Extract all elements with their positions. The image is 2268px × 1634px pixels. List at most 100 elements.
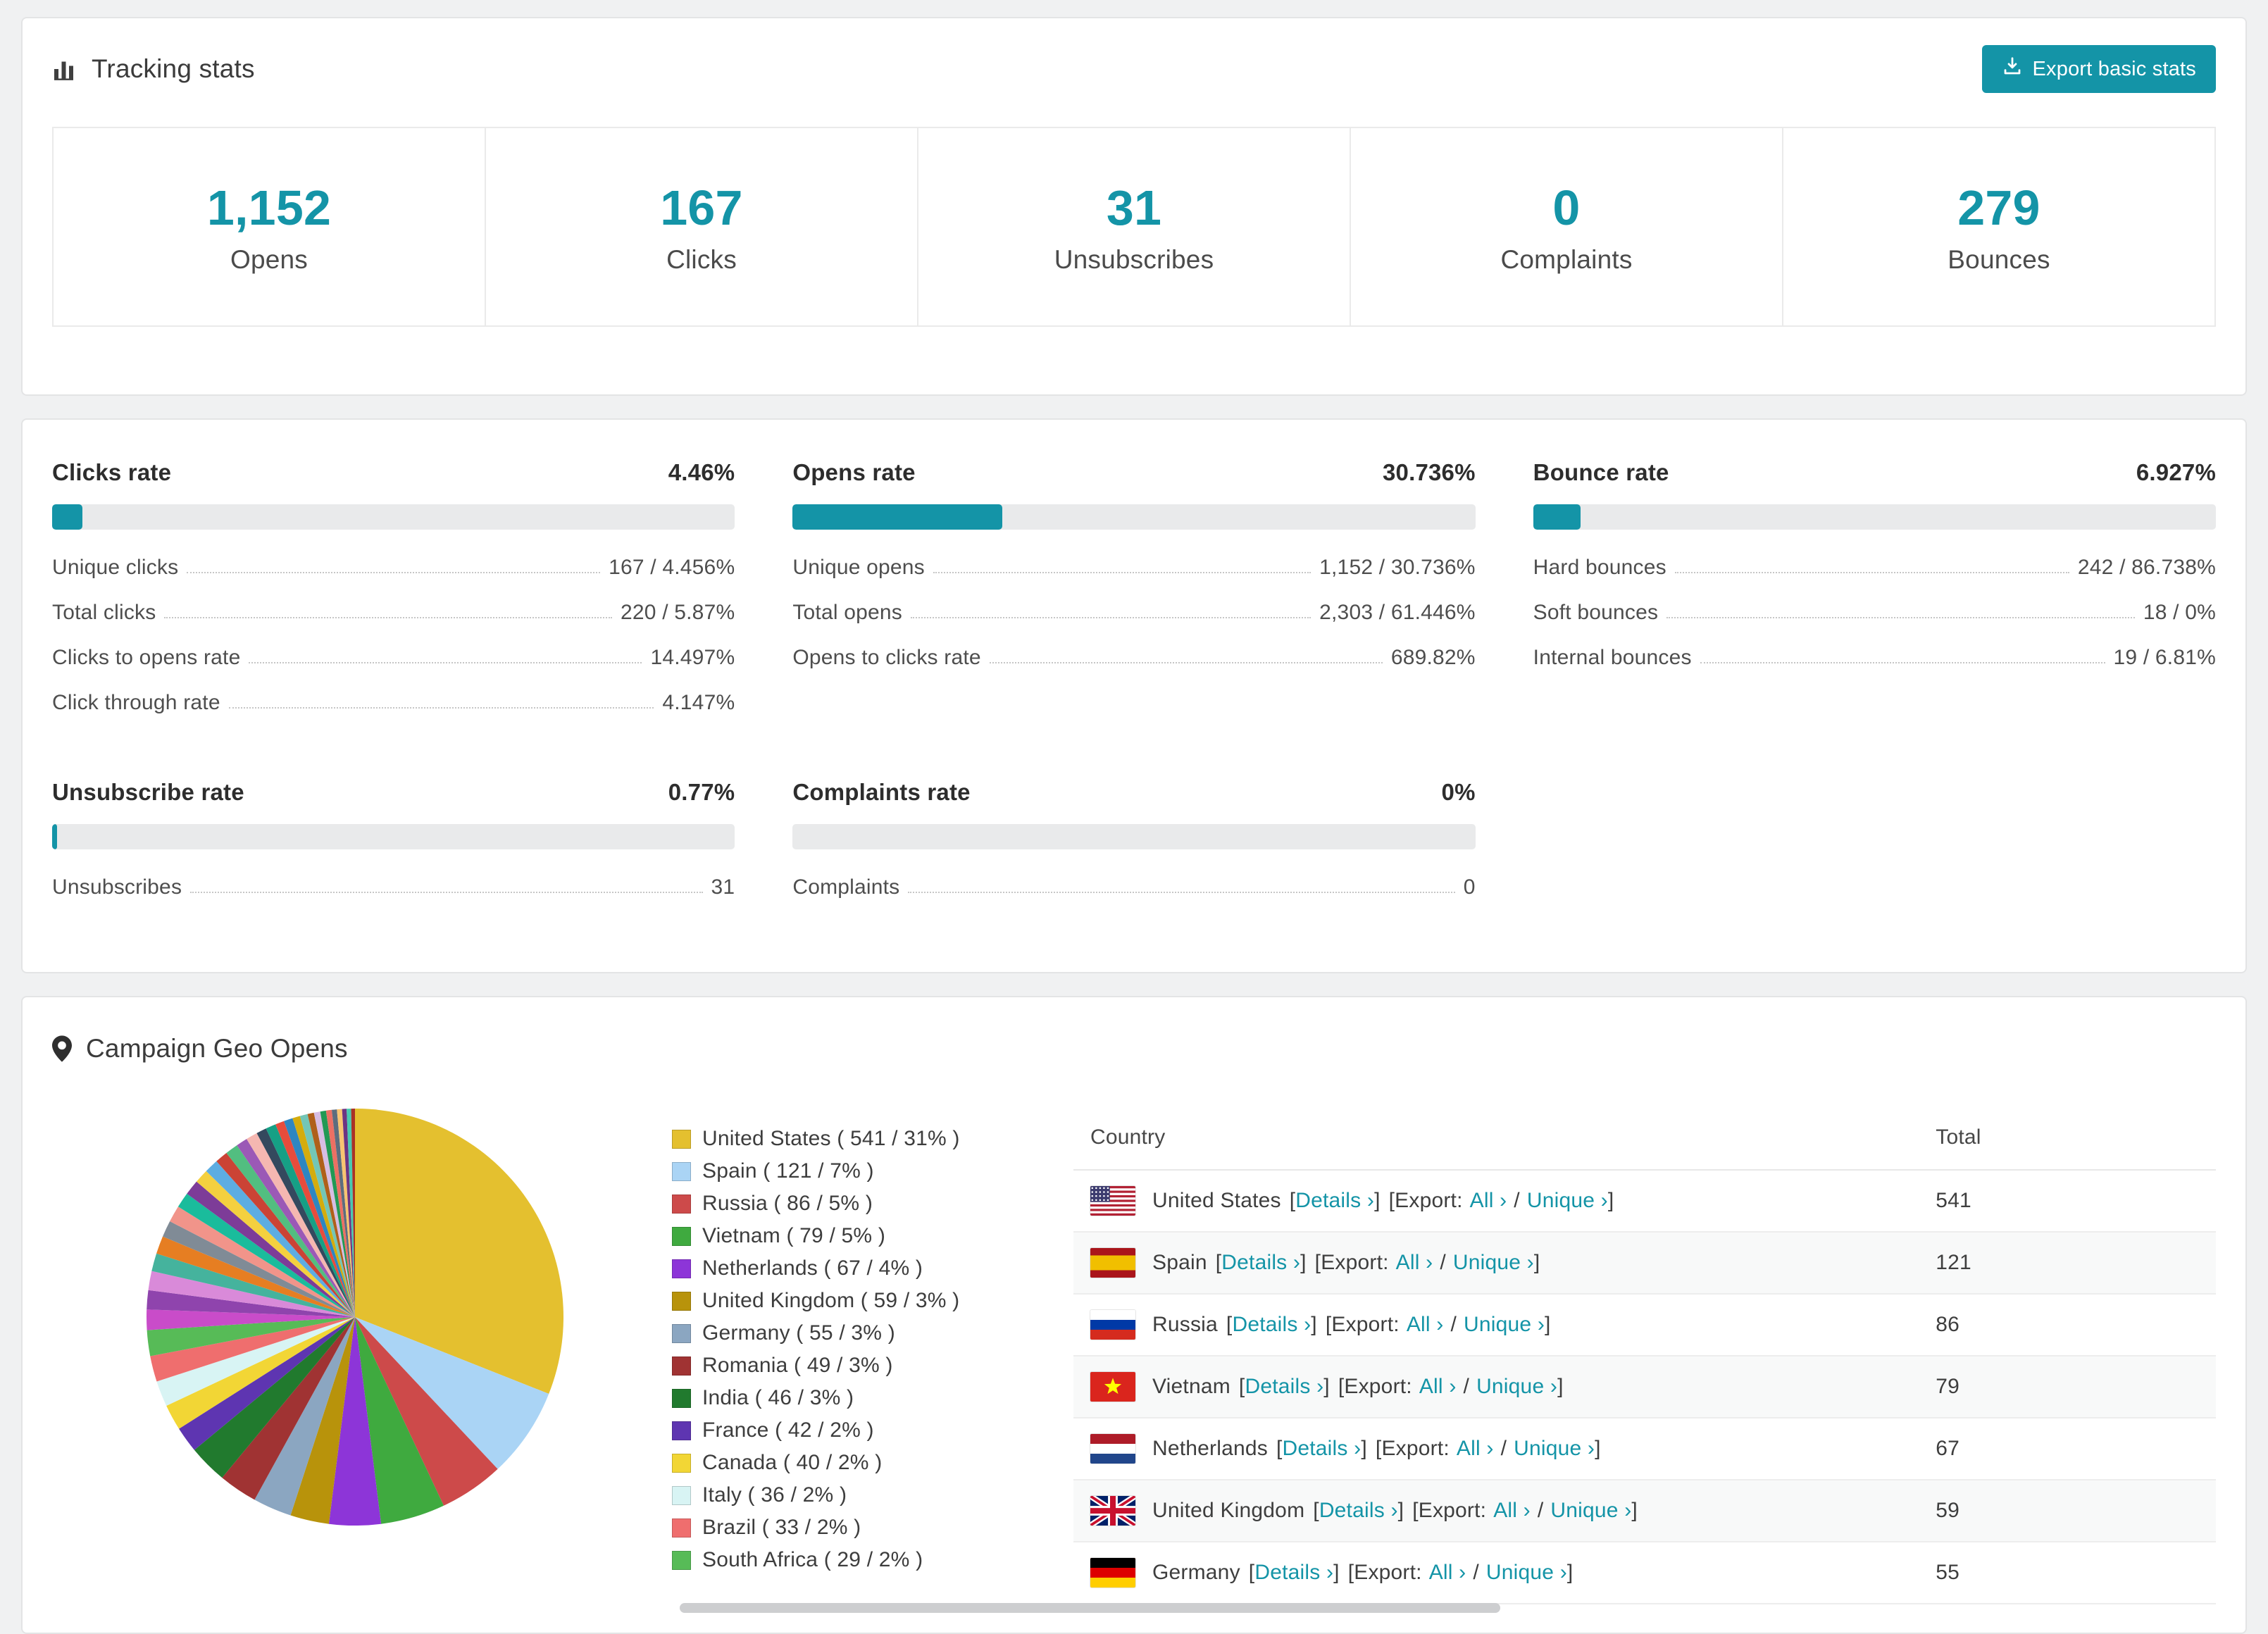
geo-table-row: Germany[Details ›][Export:All ›/Unique ›… [1073,1542,2216,1604]
legend-item[interactable]: Romania ( 49 / 3% ) [672,1349,1003,1382]
rate-head: Bounce rate 6.927% [1533,459,2216,486]
rate-rows: Unique opens 1,152 / 30.736% Total opens… [792,545,1475,680]
rate-stat-value: 167 / 4.456% [609,556,735,580]
legend-item[interactable]: United Kingdom ( 59 / 3% ) [672,1285,1003,1317]
legend-color-swatch [672,1551,691,1570]
legend-color-swatch [672,1389,691,1408]
export-prefix-label: Export: [1419,1499,1486,1522]
details-link[interactable]: Details › [1319,1499,1398,1522]
rate-stat-value: 689.82% [1391,646,1476,670]
details-link[interactable]: Details › [1295,1189,1374,1212]
legend-item[interactable]: Netherlands ( 67 / 4% ) [672,1252,1003,1285]
country-total: 86 [1919,1294,2216,1356]
geo-content: United States ( 541 / 31% ) Spain ( 121 … [52,1106,2216,1604]
rates-card: Clicks rate 4.46% Unique clicks 167 / 4.… [21,418,2247,973]
rate-rows: Unsubscribes 31 [52,865,735,910]
legend-item[interactable]: South Africa ( 29 / 2% ) [672,1544,1003,1576]
legend-item[interactable]: France ( 42 / 2% ) [672,1414,1003,1447]
summary-stat-label: Complaints [1351,245,1782,275]
legend-item[interactable]: Russia ( 86 / 5% ) [672,1187,1003,1220]
country-cell: Vietnam[Details ›][Export:All ›/Unique ›… [1073,1356,1919,1418]
summary-stat-value: 279 [1783,183,2214,232]
open-bracket: [ [1216,1251,1222,1274]
export-unique-link[interactable]: Unique › [1464,1313,1545,1336]
export-unique-link[interactable]: Unique › [1514,1437,1595,1460]
export-unique-link[interactable]: Unique › [1527,1189,1608,1212]
separator: / [1538,1499,1544,1522]
rate-progress-fill [1533,504,1581,530]
legend-color-swatch [672,1518,691,1538]
geo-table-row: Netherlands[Details ›][Export:All ›/Uniq… [1073,1418,2216,1480]
export-all-link[interactable]: All › [1470,1189,1507,1212]
export-unique-link[interactable]: Unique › [1476,1375,1557,1398]
legend-label: Italy ( 36 / 2% ) [702,1483,847,1507]
country-cell: Spain[Details ›][Export:All ›/Unique ›] [1073,1232,1919,1294]
legend-item[interactable]: United States ( 541 / 31% ) [672,1123,1003,1155]
summary-stat-value: 167 [486,183,917,232]
rate-progress-track [52,824,735,849]
legend-label: Russia ( 86 / 5% ) [702,1192,873,1216]
details-link[interactable]: Details › [1283,1437,1362,1460]
details-link[interactable]: Details › [1221,1251,1300,1274]
export-all-link[interactable]: All › [1457,1437,1494,1460]
close-bracket: ] [1333,1561,1340,1584]
rate-stat-label: Click through rate [52,691,220,715]
rate-title: Clicks rate [52,459,171,486]
geo-table-row: Russia[Details ›][Export:All ›/Unique ›]… [1073,1294,2216,1356]
flag-icon-vn [1090,1372,1135,1402]
details-link[interactable]: Details › [1254,1561,1333,1584]
rate-stat-label: Total opens [792,601,902,625]
rate-progress-fill [792,504,1002,530]
export-all-link[interactable]: All › [1429,1561,1466,1584]
pie-legend: United States ( 541 / 31% ) Spain ( 121 … [672,1123,1003,1576]
close-bracket: ] [1398,1499,1404,1522]
export-all-link[interactable]: All › [1493,1499,1531,1522]
dotted-leader [1675,572,2069,573]
export-all-link[interactable]: All › [1407,1313,1444,1336]
summary-stat-value: 1,152 [54,183,485,232]
close-bracket: ] [1361,1437,1367,1460]
details-link[interactable]: Details › [1232,1313,1311,1336]
export-all-link[interactable]: All › [1419,1375,1457,1398]
rate-stat-label: Hard bounces [1533,556,1666,580]
rate-value: 0% [1442,779,1476,806]
country-total: 121 [1919,1232,2216,1294]
export-unique-link[interactable]: Unique › [1550,1499,1631,1522]
export-basic-stats-button[interactable]: Export basic stats [1982,45,2216,93]
export-prefix-label: Export: [1331,1313,1399,1336]
country-total: 55 [1919,1542,2216,1604]
open-bracket: [ [1315,1251,1321,1274]
rate-stat-value: 242 / 86.738% [2078,556,2216,580]
rate-stat-value: 0 [1464,875,1476,899]
open-bracket: [ [1276,1437,1283,1460]
separator: / [1514,1189,1520,1212]
total-column-header: Total [1919,1106,2216,1170]
geo-table-wrap: Country Total United States[Details ›][E… [1073,1106,2216,1604]
export-unique-link[interactable]: Unique › [1453,1251,1534,1274]
country-cell: Russia[Details ›][Export:All ›/Unique ›] [1073,1294,1919,1356]
rate-progress-track [792,504,1475,530]
open-bracket: [ [1313,1499,1319,1522]
close-bracket: ] [1323,1375,1330,1398]
country-name: United Kingdom [1152,1499,1304,1522]
country-cell: United States[Details ›][Export:All ›/Un… [1073,1170,1919,1232]
legend-item[interactable]: India ( 46 / 3% ) [672,1382,1003,1414]
dotted-leader [190,892,702,893]
export-all-link[interactable]: All › [1396,1251,1433,1274]
rate-title: Opens rate [792,459,915,486]
legend-item[interactable]: Italy ( 36 / 2% ) [672,1479,1003,1511]
horizontal-scrollbar-thumb[interactable] [680,1603,1500,1613]
country-cell: Germany[Details ›][Export:All ›/Unique ›… [1073,1542,1919,1604]
legend-item[interactable]: Canada ( 40 / 2% ) [672,1447,1003,1479]
legend-color-swatch [672,1292,691,1311]
flag-icon-us [1090,1186,1135,1216]
rate-stat-label: Unsubscribes [52,875,182,899]
geo-table-header-row: Country Total [1073,1106,2216,1170]
legend-item[interactable]: Germany ( 55 / 3% ) [672,1317,1003,1349]
details-link[interactable]: Details › [1245,1375,1323,1398]
legend-label: Germany ( 55 / 3% ) [702,1321,895,1345]
legend-item[interactable]: Vietnam ( 79 / 5% ) [672,1220,1003,1252]
export-unique-link[interactable]: Unique › [1486,1561,1567,1584]
legend-item[interactable]: Brazil ( 33 / 2% ) [672,1511,1003,1544]
legend-item[interactable]: Spain ( 121 / 7% ) [672,1155,1003,1187]
